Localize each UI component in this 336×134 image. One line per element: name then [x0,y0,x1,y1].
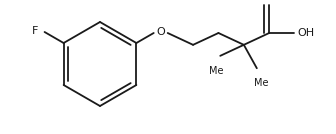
Text: OH: OH [298,28,315,38]
Text: Me: Me [209,66,223,76]
Text: O: O [156,27,165,37]
Text: Me: Me [254,78,268,88]
Text: F: F [31,26,38,36]
